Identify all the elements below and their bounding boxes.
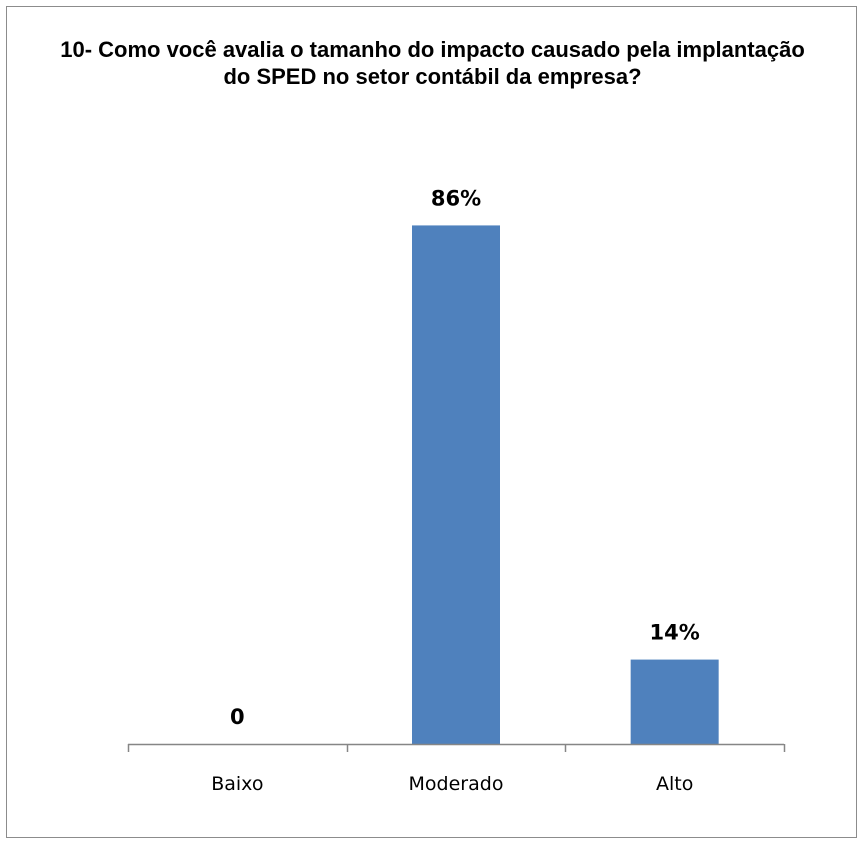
tick-label-baixo: Baixo bbox=[211, 773, 263, 795]
tick-label-alto: Alto bbox=[656, 773, 693, 795]
data-label-moderado: 86% bbox=[431, 186, 481, 210]
chart-title: 10- Como você avalia o tamanho do impact… bbox=[60, 37, 805, 89]
data-labels-group: 0 86% 14% bbox=[230, 186, 700, 729]
x-axis bbox=[127, 743, 786, 752]
tick-labels-group: Baixo Moderado Alto bbox=[211, 773, 693, 795]
bar-moderado bbox=[412, 225, 500, 745]
data-label-alto: 14% bbox=[650, 621, 700, 645]
tick-label-moderado: Moderado bbox=[409, 773, 504, 795]
bar-alto bbox=[630, 659, 719, 744]
bars-group bbox=[412, 225, 719, 745]
data-label-baixo: 0 bbox=[230, 705, 245, 729]
